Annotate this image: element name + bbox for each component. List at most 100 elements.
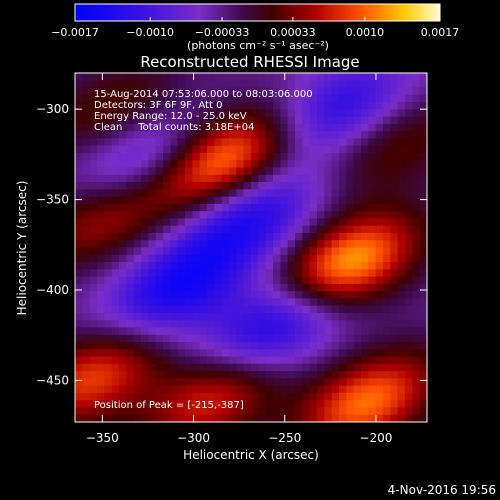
heatmap-cell xyxy=(419,356,427,365)
heatmap-cell xyxy=(155,334,164,343)
heatmap-cell xyxy=(141,378,149,387)
heatmap-cell xyxy=(214,269,223,278)
heatmap-cell xyxy=(412,211,421,220)
heatmap-cell xyxy=(280,407,289,416)
heatmap-cell xyxy=(229,211,237,220)
heatmap-cell xyxy=(287,392,296,401)
heatmap-cell xyxy=(390,349,399,358)
heatmap-cell xyxy=(199,392,208,401)
heatmap-cell xyxy=(405,109,413,118)
heatmap-cell xyxy=(185,225,193,234)
heatmap-cell xyxy=(368,145,377,154)
heatmap-cell xyxy=(104,116,113,125)
heatmap-cell xyxy=(133,327,142,336)
heatmap-cell xyxy=(273,218,281,227)
heatmap-cell xyxy=(383,240,391,249)
heatmap-cell xyxy=(353,80,362,89)
heatmap-cell xyxy=(397,116,406,125)
heatmap-cell xyxy=(361,145,369,154)
heatmap-cell xyxy=(251,312,259,321)
heatmap-cell xyxy=(383,80,391,89)
heatmap-cell xyxy=(397,269,406,278)
heatmap-cell xyxy=(383,363,391,372)
heatmap-cell xyxy=(324,240,333,249)
heatmap-cell xyxy=(251,152,259,161)
heatmap-cell xyxy=(185,407,193,416)
heatmap-cell xyxy=(405,232,413,241)
heatmap-cell xyxy=(273,203,281,212)
heatmap-cell xyxy=(302,109,311,118)
heatmap-cell xyxy=(258,378,267,387)
heatmap-cell xyxy=(368,312,377,321)
heatmap-cell xyxy=(82,356,91,365)
heatmap-cell xyxy=(89,152,98,161)
heatmap-cell xyxy=(346,247,355,256)
heatmap-cell xyxy=(331,276,340,285)
heatmap-cell xyxy=(236,87,245,96)
heatmap-cell xyxy=(383,334,391,343)
heatmap-cell xyxy=(97,247,105,256)
heatmap-cell xyxy=(243,327,252,336)
heatmap-cell xyxy=(243,123,252,132)
heatmap-cell xyxy=(221,232,230,241)
heatmap-cell xyxy=(97,87,105,96)
heatmap-cell xyxy=(177,116,186,125)
heatmap-cell xyxy=(97,342,105,350)
heatmap-cell xyxy=(317,167,325,176)
heatmap-cell xyxy=(317,152,325,161)
heatmap-cell xyxy=(192,152,201,161)
heatmap-cell xyxy=(111,407,120,416)
heatmap-cell xyxy=(331,116,340,125)
heatmap-cell xyxy=(390,123,399,132)
heatmap-cell xyxy=(148,182,157,190)
heatmap-cell xyxy=(207,152,215,161)
heatmap-cell xyxy=(419,400,427,409)
heatmap-cell xyxy=(361,414,369,422)
heatmap-cell xyxy=(251,196,259,205)
heatmap-cell xyxy=(317,182,325,190)
heatmap-cell xyxy=(229,123,237,132)
heatmap-cell xyxy=(221,189,230,198)
heatmap-cell xyxy=(302,225,311,234)
heatmap-cell xyxy=(419,378,427,387)
heatmap-cell xyxy=(119,312,127,321)
heatmap-cell xyxy=(141,291,149,299)
heatmap-cell xyxy=(397,102,406,110)
heatmap-cell xyxy=(280,276,289,285)
heatmap-cell xyxy=(148,196,157,205)
heatmap-cell xyxy=(243,182,252,190)
heatmap-cell xyxy=(214,320,223,329)
heatmap-cell xyxy=(412,203,421,212)
heatmap-cell xyxy=(383,371,391,379)
heatmap-cell xyxy=(170,167,179,176)
heatmap-cell xyxy=(163,312,171,321)
heatmap-cell xyxy=(383,152,391,161)
heatmap-cell xyxy=(111,152,120,161)
heatmap-cell xyxy=(82,174,91,183)
heatmap-cell xyxy=(243,262,252,270)
heatmap-cell xyxy=(170,80,179,89)
heatmap-cell xyxy=(192,392,201,401)
heatmap-cell xyxy=(111,73,120,81)
heatmap-cell xyxy=(295,218,303,227)
heatmap-cell xyxy=(287,109,296,118)
heatmap-cell xyxy=(324,123,333,132)
heatmap-cell xyxy=(375,138,384,147)
heatmap-cell xyxy=(295,283,303,292)
heatmap-cell xyxy=(368,349,377,358)
heatmap-cell xyxy=(353,232,362,241)
heatmap-cell xyxy=(170,182,179,190)
heatmap-cell xyxy=(397,254,406,263)
heatmap-cell xyxy=(324,327,333,336)
heatmap-cell xyxy=(148,131,157,140)
heatmap-cell xyxy=(236,211,245,220)
heatmap-cell xyxy=(324,102,333,110)
heatmap-cell xyxy=(331,400,340,409)
heatmap-cell xyxy=(397,160,406,169)
heatmap-cell xyxy=(185,167,193,176)
heatmap-cell xyxy=(229,363,237,372)
heatmap-cell xyxy=(368,305,377,314)
heatmap-cell xyxy=(273,283,281,292)
heatmap-cell xyxy=(155,414,164,422)
heatmap-cell xyxy=(236,414,245,422)
